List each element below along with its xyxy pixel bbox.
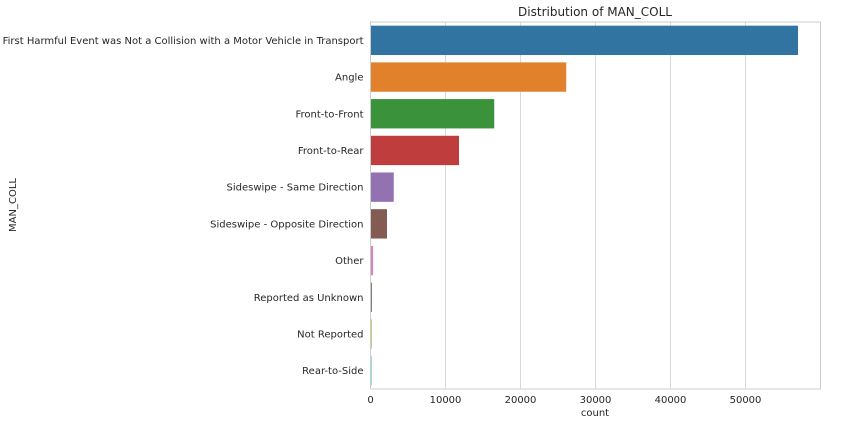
bar: [370, 172, 394, 202]
y-tick-label: Front-to-Front: [295, 109, 363, 120]
bar: [370, 135, 459, 166]
bar: [370, 209, 387, 239]
bar: [370, 99, 495, 129]
y-tick-label: Not Reported: [297, 329, 363, 340]
x-tick-label: 20000: [505, 395, 537, 406]
bar: [370, 282, 372, 312]
y-tick-label: Sideswipe - Opposite Direction: [210, 219, 363, 230]
x-tick-label: 50000: [730, 395, 762, 406]
bars-layer: [370, 25, 798, 386]
y-tick-label: Sideswipe - Same Direction: [227, 183, 364, 194]
x-tick-label: 40000: [655, 395, 687, 406]
y-tick-label: Rear-to-Side: [302, 366, 363, 377]
bar: [370, 319, 372, 349]
bar: [370, 25, 798, 56]
y-tick-label: Front-to-Rear: [298, 146, 365, 157]
x-tick-label: 0: [367, 395, 373, 406]
y-tick-label: Angle: [335, 73, 363, 84]
y-axis-label: MAN_COLL: [8, 178, 19, 232]
y-tick-label: The First Harmful Event was Not a Collis…: [0, 36, 364, 47]
bar: [370, 245, 374, 276]
bar: [370, 62, 567, 92]
x-tick-labels: 0 10000 20000 30000 40000 50000: [367, 395, 761, 406]
x-tick-label: 30000: [580, 395, 612, 406]
y-tick-label: Other: [335, 256, 364, 267]
chart-title: Distribution of MAN_COLL: [518, 5, 672, 19]
x-axis-label: count: [581, 408, 609, 419]
y-tick-labels: The First Harmful Event was Not a Collis…: [0, 36, 364, 377]
plot-frame: [370, 21, 821, 390]
y-tick-label: Reported as Unknown: [254, 293, 364, 304]
x-tick-label: 10000: [430, 395, 462, 406]
